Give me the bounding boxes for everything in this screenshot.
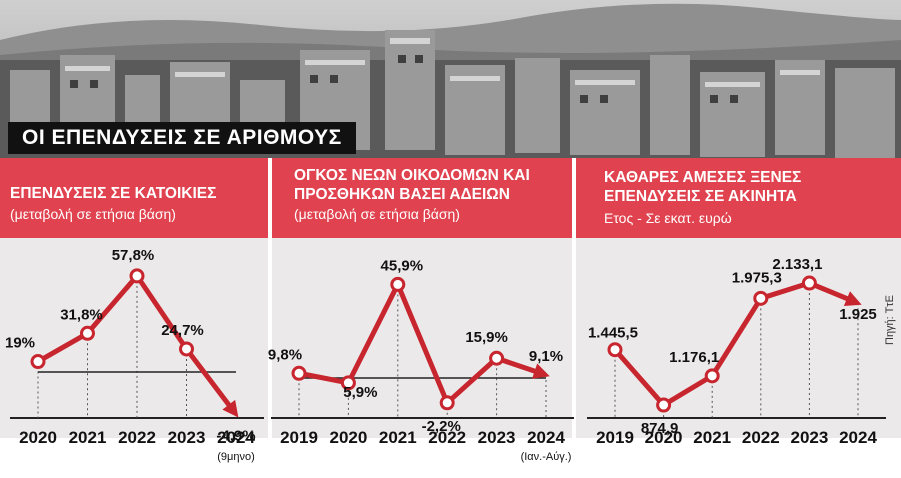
data-label: 15,9%: [465, 329, 508, 346]
data-point: [656, 397, 672, 413]
data-label: 874,9: [641, 420, 679, 437]
x-tick-label: 2019: [280, 428, 318, 447]
x-tick-label: 2022: [742, 428, 780, 447]
data-label: 1.925: [839, 306, 877, 323]
data-point: [291, 365, 307, 381]
data-point: [390, 276, 406, 292]
data-point: [179, 341, 194, 357]
x-tick-label: 2024: [217, 428, 255, 447]
arrow-head: [843, 291, 862, 306]
x-note: (Ιαν.-Αύγ.): [521, 451, 572, 463]
data-label: 45,9%: [381, 257, 424, 274]
x-tick-label: 2020: [19, 428, 57, 447]
data-point: [607, 342, 623, 358]
data-point: [489, 350, 505, 366]
data-point: [439, 395, 455, 411]
x-tick-label: 2023: [790, 428, 828, 447]
panel-subtitle-3: Ετος - Σε εκατ. ευρώ: [604, 210, 732, 226]
data-label: 9,1%: [529, 348, 563, 365]
panel-title-3: ΚΑΘΑΡΕΣ ΑΜΕΣΕΣ ΞΕΝΕΣ ΕΠΕΝΔΥΣΕΙΣ ΣΕ ΑΚΙΝΗ…: [604, 169, 802, 205]
data-label: 2.133,1: [772, 256, 822, 273]
x-tick-label: 2022: [118, 428, 156, 447]
panel-header-1: ΕΠΕΝΔΥΣΕΙΣ ΣΕ ΚΑΤΟΙΚΙΕΣ (μεταβολή σε ετή…: [0, 158, 268, 238]
x-tick-label: 2021: [69, 428, 107, 447]
arrow-head: [532, 363, 550, 379]
x-tick-label: 2023: [478, 428, 516, 447]
data-point: [704, 368, 720, 384]
data-label: -4,9%: [216, 427, 255, 444]
data-label: 5,9%: [343, 384, 377, 401]
panel-header-3: ΚΑΘΑΡΕΣ ΑΜΕΣΕΣ ΞΕΝΕΣ ΕΠΕΝΔΥΣΕΙΣ ΣΕ ΑΚΙΝΗ…: [576, 158, 901, 238]
x-tick-label: 2021: [693, 428, 731, 447]
banner-title: ΟΙ ΕΠΕΝΔΥΣΕΙΣ ΣΕ ΑΡΙΘΜΟΥΣ: [8, 122, 356, 154]
data-label: 19%: [5, 335, 35, 352]
x-tick-label: 2021: [379, 428, 417, 447]
panel-subtitle-1: (μεταβολή σε ετήσια βάση): [10, 206, 176, 222]
series-line: [36, 273, 189, 364]
panel-divider: [572, 158, 576, 438]
x-tick-label: 2022: [428, 428, 466, 447]
data-label: 31,8%: [60, 306, 103, 323]
data-point: [129, 268, 145, 284]
data-label: 57,8%: [112, 247, 155, 264]
panel-header-2: ΟΓΚΟΣ ΝΕΩΝ ΟΙΚΟΔΟΜΩΝ ΚΑΙ ΠΡΟΣΘΗΚΩΝ ΒΑΣΕΙ…: [272, 158, 572, 238]
x-tick-label: 2019: [596, 428, 634, 447]
data-label: -2,2%: [422, 418, 461, 435]
x-tick-label: 2020: [329, 428, 367, 447]
data-point: [80, 325, 95, 341]
data-point: [753, 290, 769, 306]
panel-divider: [268, 158, 272, 438]
data-label: 9,8%: [268, 346, 302, 363]
data-label: 1.975,3: [732, 269, 782, 286]
x-tick-label: 2024: [839, 428, 877, 447]
data-label: 24,7%: [161, 322, 204, 339]
data-label: 1.176,1: [669, 349, 719, 366]
panel-title-1: ΕΠΕΝΔΥΣΕΙΣ ΣΕ ΚΑΤΟΙΚΙΕΣ: [10, 185, 217, 202]
x-tick-label: 2023: [168, 428, 206, 447]
series-arrow-line: [184, 346, 232, 408]
data-label: 1.445,5: [588, 325, 638, 342]
x-tick-label: 2024: [527, 428, 565, 447]
x-note: (9μηνο): [217, 451, 255, 463]
panel-title-2: ΟΓΚΟΣ ΝΕΩΝ ΟΙΚΟΔΟΜΩΝ ΚΑΙ ΠΡΟΣΘΗΚΩΝ ΒΑΣΕΙ…: [294, 167, 530, 203]
source-note: Πηγή: ΤτΕ: [884, 295, 896, 345]
arrow-head: [222, 399, 239, 418]
data-point: [30, 354, 46, 370]
panel-subtitle-2: (μεταβολή σε ετήσια βάση): [294, 206, 460, 222]
data-point: [340, 375, 356, 391]
x-tick-label: 2020: [645, 428, 683, 447]
data-point: [801, 275, 817, 291]
